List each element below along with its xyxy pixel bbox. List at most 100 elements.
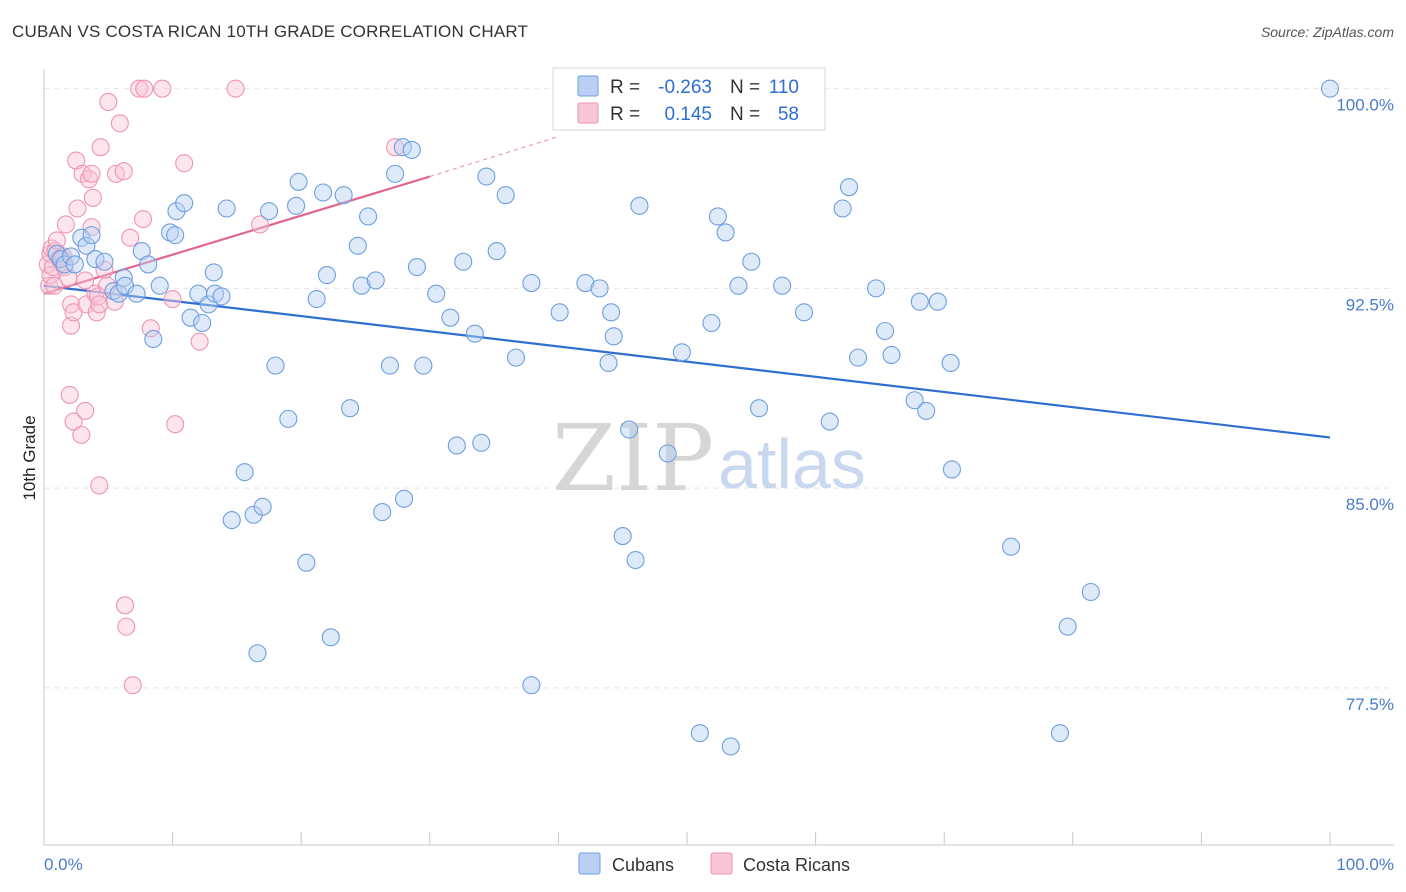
cuban-point — [658, 444, 677, 463]
y-tick-label: 92.5% — [1346, 295, 1394, 314]
cuban-point — [910, 292, 929, 311]
cuban-point — [742, 252, 761, 271]
cuban-point — [1058, 617, 1077, 636]
cuban-point — [794, 303, 814, 322]
costa-rican-point — [141, 319, 160, 338]
cuban-point — [386, 164, 405, 183]
cuban-point — [820, 412, 839, 431]
cuban-point — [1320, 79, 1340, 98]
cuban-point — [447, 436, 466, 455]
costa-rican-point — [110, 114, 129, 133]
cuban-point — [465, 324, 484, 343]
costa-rican-point — [45, 276, 64, 295]
cubans-n-label: N = — [730, 77, 760, 98]
cuban-point — [77, 236, 96, 255]
cuban-point — [287, 196, 306, 215]
cuban-point — [905, 391, 924, 410]
cuban-point — [1081, 582, 1100, 602]
cuban-point — [917, 401, 936, 420]
y-tick-labels: 77.5% 85.0% 92.5% 100.0% — [1336, 96, 1394, 714]
cuban-point — [279, 409, 298, 428]
y-tick-label: 77.5% — [1346, 695, 1394, 714]
cuban-point — [373, 503, 392, 522]
cuban-point — [496, 186, 515, 205]
costa-trend-line — [43, 175, 431, 295]
cuban-point — [613, 527, 632, 546]
costa-rican-point — [133, 210, 153, 229]
cuban-point — [941, 353, 960, 373]
cuban-point — [833, 199, 852, 218]
costa-rican-point — [91, 138, 110, 157]
cuban-point — [334, 186, 353, 205]
cuban-points — [47, 79, 1340, 756]
cuban-point — [222, 511, 241, 530]
cuban-point — [166, 226, 185, 245]
cuban-point — [472, 433, 491, 452]
costa-rican-point — [76, 271, 95, 290]
cuban-point — [204, 263, 223, 282]
axes — [43, 70, 1394, 846]
cuban-point — [866, 279, 886, 298]
cuban-point — [716, 223, 735, 242]
cuban-point — [266, 356, 285, 375]
cuban-point — [235, 463, 254, 482]
cuban-point — [599, 353, 618, 373]
cuban-point — [259, 202, 279, 221]
cuban-point — [427, 284, 446, 303]
cuban-point — [366, 271, 385, 290]
costa-series-swatch — [710, 852, 733, 875]
cubans-n-value: 110 — [769, 77, 799, 98]
cuban-point — [928, 292, 947, 311]
cuban-point — [1050, 724, 1069, 743]
costa-rican-point — [72, 425, 91, 444]
x-axis-ticks — [172, 832, 1331, 845]
cuban-point — [882, 345, 901, 365]
cuban-point — [144, 329, 163, 349]
cuban-point — [414, 356, 433, 375]
costa-r-label: R = — [610, 104, 640, 125]
cuban-point — [95, 252, 114, 271]
costa-rican-point — [163, 289, 182, 309]
cuban-point — [839, 178, 859, 197]
cuban-point — [297, 553, 316, 572]
cuban-point — [407, 258, 426, 277]
costa-rican-points — [38, 79, 405, 695]
cubans-series-swatch — [578, 852, 601, 875]
cuban-point — [576, 274, 595, 293]
cuban-point — [721, 737, 740, 756]
costa-rican-point — [121, 228, 140, 247]
costa-series-label: Costa Ricans — [743, 855, 850, 875]
costa-rican-point — [153, 79, 172, 98]
cuban-point — [402, 140, 421, 159]
cubans-trend-line — [43, 284, 1331, 439]
costa-rican-point — [135, 79, 154, 98]
cuban-point — [181, 308, 200, 327]
cuban-point — [626, 550, 645, 570]
cuban-point — [150, 276, 169, 295]
y-tick-label: 85.0% — [1346, 495, 1394, 514]
cuban-point — [395, 489, 414, 508]
cuban-point — [199, 295, 218, 314]
cuban-point — [104, 281, 123, 301]
cuban-point — [175, 194, 194, 213]
costa-rican-point — [68, 199, 87, 218]
costa-rican-point — [83, 188, 102, 207]
costa-rican-point — [47, 231, 66, 250]
cuban-point — [352, 276, 371, 295]
costa-rican-point — [117, 617, 136, 636]
costa-rican-point — [99, 92, 118, 112]
costa-rican-point — [64, 303, 83, 322]
cuban-point — [441, 308, 460, 327]
costa-rican-point — [123, 676, 142, 695]
cuban-point — [604, 327, 623, 346]
watermark-zip: ZIP — [552, 405, 714, 512]
cuban-point — [253, 497, 272, 516]
cuban-point — [848, 348, 868, 367]
costa-trend-extension — [429, 136, 559, 178]
costa-rican-point — [190, 332, 209, 351]
costa-rican-point — [64, 412, 83, 431]
costa-legend-swatch — [577, 102, 599, 124]
cuban-point — [630, 196, 649, 215]
y-tick-label: 100.0% — [1336, 96, 1394, 115]
cuban-point — [348, 236, 367, 255]
